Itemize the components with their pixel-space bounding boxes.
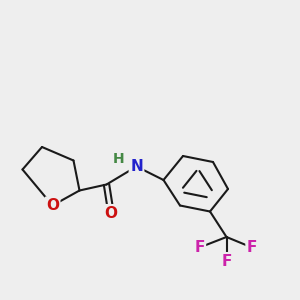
- Text: O: O: [46, 198, 59, 213]
- Text: F: F: [221, 254, 232, 268]
- Text: O: O: [104, 206, 118, 220]
- Text: F: F: [194, 240, 205, 255]
- Text: F: F: [247, 240, 257, 255]
- Text: N: N: [130, 159, 143, 174]
- Text: H: H: [113, 152, 124, 166]
